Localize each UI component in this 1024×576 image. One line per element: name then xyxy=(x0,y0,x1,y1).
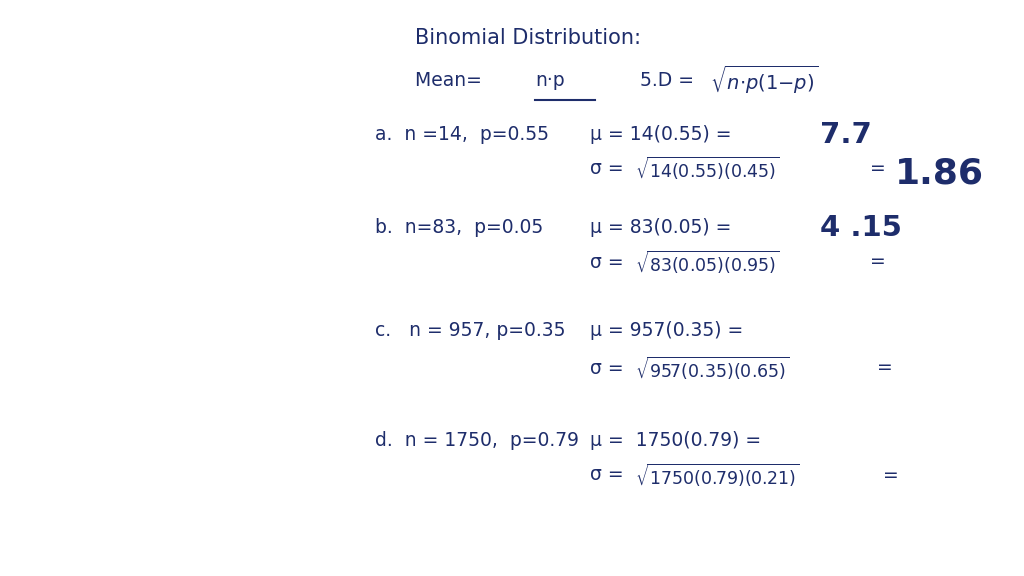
Text: σ =: σ = xyxy=(590,252,624,271)
Text: $\sqrt{83(0.05)(0.95)}$: $\sqrt{83(0.05)(0.95)}$ xyxy=(635,248,780,275)
Text: σ =: σ = xyxy=(590,158,624,177)
Text: Binomial Distribution:: Binomial Distribution: xyxy=(416,28,641,48)
Text: n·p: n·p xyxy=(536,70,565,89)
Text: μ = 14(0.55) =: μ = 14(0.55) = xyxy=(590,126,738,145)
Text: σ =: σ = xyxy=(590,465,624,484)
Text: =: = xyxy=(870,158,886,177)
Text: μ =  1750(0.79) =: μ = 1750(0.79) = xyxy=(590,430,762,449)
Text: b.  n=83,  p=0.05: b. n=83, p=0.05 xyxy=(376,218,544,237)
Text: =: = xyxy=(884,465,899,484)
Text: a.  n =14,  p=0.55: a. n =14, p=0.55 xyxy=(376,126,550,145)
Text: σ =: σ = xyxy=(590,358,624,377)
Text: =: = xyxy=(877,358,893,377)
Text: $\sqrt{14(0.55)(0.45)}$: $\sqrt{14(0.55)(0.45)}$ xyxy=(635,154,780,181)
Text: 1.86: 1.86 xyxy=(895,157,984,191)
Text: Mean=: Mean= xyxy=(416,70,488,89)
Text: 4 .15: 4 .15 xyxy=(820,214,902,242)
Text: 5.D =: 5.D = xyxy=(640,70,700,89)
Text: c.   n = 957, p=0.35: c. n = 957, p=0.35 xyxy=(376,320,566,339)
Text: $\sqrt{n{\cdot}p(1{-}p)}$: $\sqrt{n{\cdot}p(1{-}p)}$ xyxy=(711,64,818,96)
Text: d.  n = 1750,  p=0.79: d. n = 1750, p=0.79 xyxy=(376,430,580,449)
Text: $\sqrt{957(0.35)(0.65)}$: $\sqrt{957(0.35)(0.65)}$ xyxy=(635,354,790,381)
Text: μ = 957(0.35) =: μ = 957(0.35) = xyxy=(590,320,743,339)
Text: 7.7: 7.7 xyxy=(820,121,872,149)
Text: =: = xyxy=(870,252,886,271)
Text: $\sqrt{1750(0.79)(0.21)}$: $\sqrt{1750(0.79)(0.21)}$ xyxy=(635,461,800,488)
Text: μ = 83(0.05) =: μ = 83(0.05) = xyxy=(590,218,737,237)
